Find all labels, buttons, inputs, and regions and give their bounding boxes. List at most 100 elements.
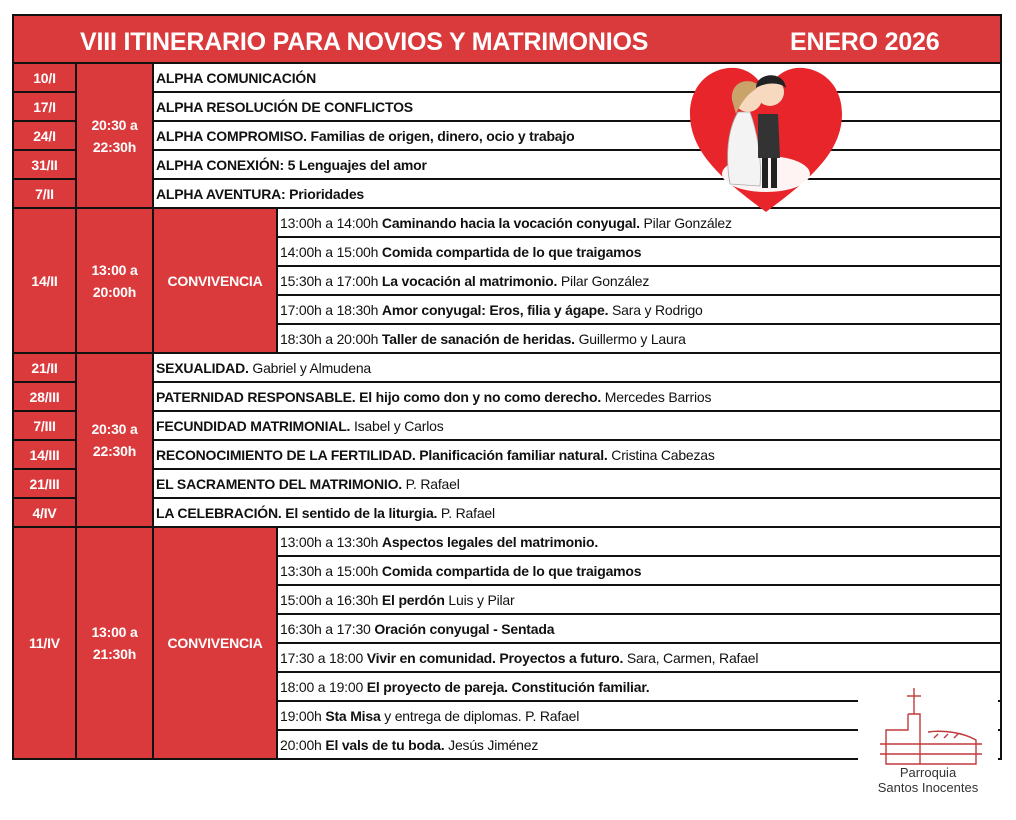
session-hour: 15:00h a 16:30h <box>280 591 379 608</box>
session-hour: 17:30 a 18:00 <box>280 649 364 666</box>
session-title: Comida compartida de lo que traigamos <box>381 562 642 579</box>
session-cell: 18:30h a 20:00h Taller de sanación de he… <box>276 323 1002 354</box>
session-cell: ALPHA AVENTURA: Prioridades <box>152 178 1002 209</box>
session-title: Caminando hacia la vocación conyugal. <box>381 214 640 231</box>
couple-heart-illustration <box>690 67 842 212</box>
session-title: Sta Misa <box>325 707 381 724</box>
logo-line2: Santos Inocentes <box>877 780 979 795</box>
session-title: ALPHA CONEXIÓN: 5 Lenguajes del amor <box>156 156 427 173</box>
session-speaker: P. Rafael <box>405 475 460 492</box>
time-start: 20:30 a <box>91 116 138 133</box>
time-range: 13:00 a 21:30h <box>75 526 154 760</box>
title-row: VIII ITINERARIO PARA NOVIOS Y MATRIMONIO… <box>12 14 1002 64</box>
session-cell: 17:00h a 18:30h Amor conyugal: Eros, fil… <box>276 294 1002 325</box>
table-row: 11/IV 13:00 a 21:30h CONVIVENCIA 13:00h a 13… <box>12 526 1002 760</box>
session-cell: RECONOCIMIENTO DE LA FERTILIDAD. Planifi… <box>152 439 1002 470</box>
schedule-sheet: VIII ITINERARIO PARA NOVIOS Y MATRIMONIO… <box>12 14 1002 800</box>
session-cell: ALPHA COMUNICACIÓN <box>152 62 1002 93</box>
session-title: ALPHA RESOLUCIÓN DE CONFLICTOS <box>156 98 413 115</box>
page-title: VIII ITINERARIO PARA NOVIOS Y MATRIMONIO… <box>80 28 649 56</box>
table-row: 4/IV LA CELEBRACIÓN. El sentido de la lit… <box>12 497 1002 528</box>
table-row: 18:30h a 20:00h Taller de sanación de he… <box>13 323 1002 354</box>
session-date: 7/III <box>12 410 77 441</box>
session-hour: 18:00 a 19:00 <box>280 678 364 695</box>
session-title: PATERNIDAD RESPONSABLE. El hijo como don… <box>156 388 602 405</box>
table-row: 15:30h a 17:00h La vocación al matrimoni… <box>13 265 1002 296</box>
session-cell: 13:00h a 14:00h Caminando hacia la vocac… <box>276 207 1002 238</box>
session-cell: SEXUALIDAD. Gabriel y Almudena <box>152 352 1002 383</box>
session-cell: 14:00h a 15:00h Comida compartida de lo … <box>276 236 1002 267</box>
table-row: 13:30h a 15:00h Comida compartida de lo … <box>13 555 1002 586</box>
session-speaker: Pilar González <box>643 214 732 231</box>
table-row: 17:00h a 18:30h Amor conyugal: Eros, fil… <box>13 294 1002 325</box>
table-row: 7/III FECUNDIDAD MATRIMONIAL. Isabel y Ca… <box>12 410 1002 441</box>
time-end: 22:30h <box>92 443 137 459</box>
session-date: 24/I <box>12 120 77 151</box>
session-title: El perdón <box>381 591 445 608</box>
session-date: 14/III <box>12 439 77 470</box>
session-speaker: Guillermo y Laura <box>578 330 686 347</box>
session-title: SEXUALIDAD. <box>156 359 249 376</box>
session-cell: 15:30h a 17:00h La vocación al matrimoni… <box>276 265 1002 296</box>
church-icon <box>880 688 982 765</box>
session-date: 11/IV <box>12 526 77 760</box>
session-cell: FECUNDIDAD MATRIMONIAL. Isabel y Carlos <box>152 410 1002 441</box>
session-title: Comida compartida de lo que traigamos <box>381 243 642 260</box>
table-row: 28/III PATERNIDAD RESPONSABLE. El hijo co… <box>12 381 1002 412</box>
session-hour: 13:30h a 15:00h <box>280 562 379 579</box>
session-title: Amor conyugal: Eros, filia y ágape. <box>381 301 609 318</box>
session-speaker: Sara, Carmen, Rafael <box>626 649 759 666</box>
table-row: 24/I ALPHA COMPROMISO. Familias de origen… <box>12 120 1002 151</box>
session-cell: LA CELEBRACIÓN. El sentido de la liturgi… <box>152 497 1002 528</box>
session-hour: 15:30h a 17:00h <box>280 272 379 289</box>
session-hour: 13:00h a 14:00h <box>280 214 379 231</box>
session-cell: 13:30h a 15:00h Comida compartida de lo … <box>276 555 1002 586</box>
session-speaker: Cristina Cabezas <box>611 446 715 463</box>
session-hour: 13:00h a 13:30h <box>280 533 379 550</box>
session-title: ALPHA AVENTURA: Prioridades <box>156 185 364 202</box>
title-cell: VIII ITINERARIO PARA NOVIOS Y MATRIMONIO… <box>12 14 1002 64</box>
time-end: 22:30h <box>92 138 137 155</box>
convivencia-label: CONVIVENCIA <box>152 526 278 760</box>
session-date: 21/III <box>12 468 77 499</box>
session-speaker: P. Rafael <box>440 504 495 521</box>
table-row: 31/II ALPHA CONEXIÓN: 5 Lenguajes del amo… <box>12 149 1002 180</box>
session-speaker: Sara y Rodrigo <box>612 301 703 318</box>
session-title: FECUNDIDAD MATRIMONIAL. <box>156 417 351 434</box>
session-date: 7/II <box>12 178 77 209</box>
session-title: La vocación al matrimonio. <box>381 272 558 289</box>
parish-logo: Parroquia Santos Inocentes <box>858 684 998 800</box>
session-hour: 16:30h a 17:30 <box>280 620 371 637</box>
session-date: 28/III <box>12 381 77 412</box>
session-title: Taller de sanación de heridas. <box>381 330 575 347</box>
session-date: 21/II <box>12 352 77 383</box>
session-date: 31/II <box>12 149 77 180</box>
session-cell: PATERNIDAD RESPONSABLE. El hijo como don… <box>152 381 1002 412</box>
session-title: Aspectos legales del matrimonio. <box>381 533 599 550</box>
session-cell: 15:00h a 16:30h El perdón Luis y Pilar <box>276 584 1002 615</box>
time-range: 20:30 a 22:30h <box>75 352 154 528</box>
session-speaker: Pilar González <box>560 272 650 289</box>
session-speaker: Gabriel y Almudena <box>252 359 371 376</box>
session-title: RECONOCIMIENTO DE LA FERTILIDAD. Planifi… <box>156 446 608 463</box>
time-start: 13:00 a <box>91 261 138 278</box>
table-row: 21/II 20:30 a 22:30h SEXUALIDAD. Gabriel y … <box>12 352 1002 528</box>
session-title: El vals de tu boda. <box>325 736 445 753</box>
session-hour: 14:00h a 15:00h <box>280 243 379 260</box>
session-title: LA CELEBRACIÓN. El sentido de la liturgi… <box>156 504 438 521</box>
session-cell: ALPHA CONEXIÓN: 5 Lenguajes del amor <box>152 149 1002 180</box>
session-title: Vivir en comunidad. Proyectos a futuro. <box>366 649 624 666</box>
session-cell: 17:30 a 18:00 Vivir en comunidad. Proyec… <box>276 642 1002 673</box>
session-hour: 19:00h <box>280 707 322 724</box>
session-speaker: Luis y Pilar <box>448 591 515 608</box>
session-title: ALPHA COMPROMISO. Familias de origen, di… <box>156 127 575 144</box>
table-row: 16:30h a 17:30 Oración conyugal - Sentad… <box>13 613 1002 644</box>
time-range: 20:30 a 22:30h <box>75 62 154 209</box>
time-end: 20:00h <box>92 283 137 300</box>
session-cell: ALPHA COMPROMISO. Familias de origen, di… <box>152 120 1002 151</box>
session-title: Oración conyugal - Sentada <box>374 620 555 637</box>
table-row: 15:00h a 16:30h El perdón Luis y Pilar <box>13 584 1002 615</box>
session-title: EL SACRAMENTO DEL MATRIMONIO. <box>156 475 402 492</box>
session-hour: 18:30h a 20:00h <box>280 330 379 347</box>
table-row: 14:00h a 15:00h Comida compartida de lo … <box>13 236 1002 267</box>
